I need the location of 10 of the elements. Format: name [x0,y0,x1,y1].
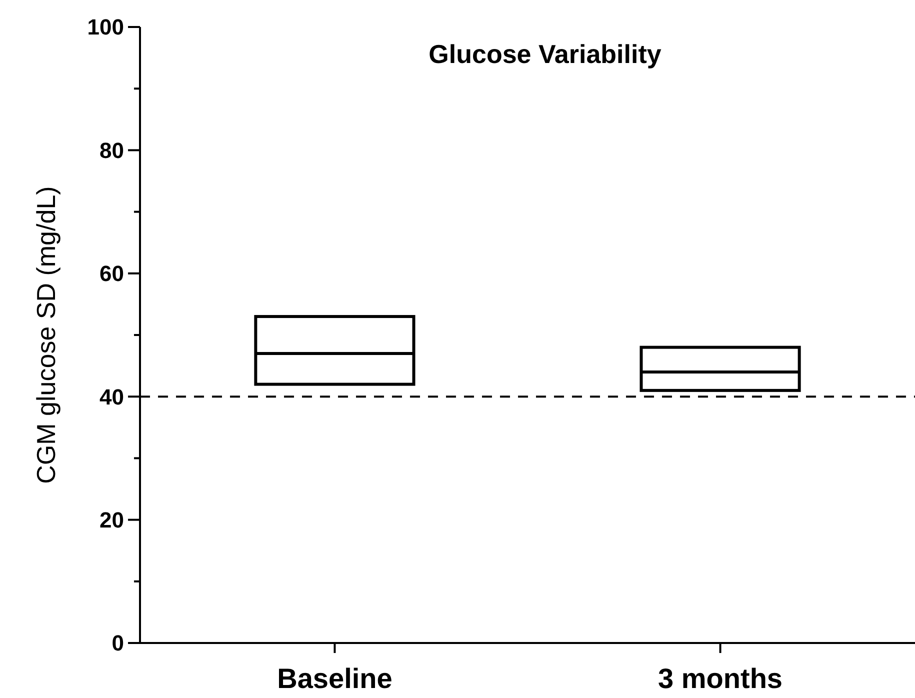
y-tick-label: 100 [87,14,124,40]
y-tick-label: 80 [100,138,124,163]
y-tick-label: 60 [100,261,124,286]
y-tick-label: 20 [100,508,124,532]
text: Glucose Variability [428,39,662,69]
x-tick-label: Baseline [277,663,392,694]
x-tick-label: 3 months [658,663,783,694]
y-tick-label: 0 [112,630,124,656]
y-axis-title: CGM glucose SD (mg/dL) [31,186,61,484]
y-tick-label: 40 [100,384,124,410]
